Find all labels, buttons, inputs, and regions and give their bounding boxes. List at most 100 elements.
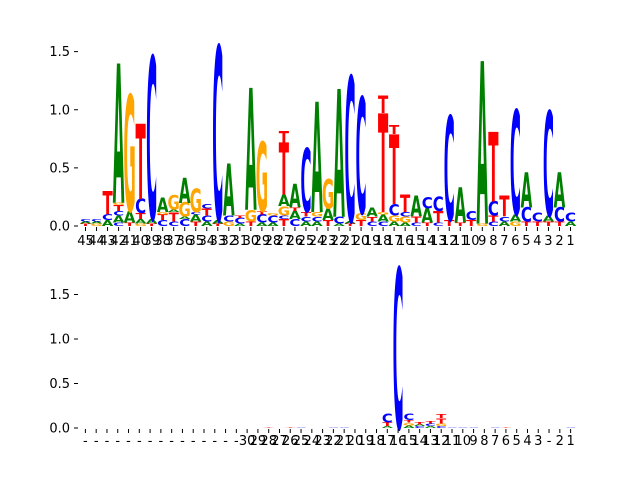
logo-letter-g: G: [388, 214, 400, 223]
logo-letter-c: C: [490, 427, 501, 428]
logo-letter-g: G: [223, 220, 235, 228]
x-tick-label: 10: [463, 234, 480, 249]
logo-letter-c: C: [356, 65, 367, 251]
x-tick-label: 43: [99, 234, 116, 249]
logo-letter-t: T: [102, 185, 112, 222]
x-tick-label: 27: [276, 234, 293, 249]
x-tick-label: 29: [254, 234, 271, 249]
logo-letter-g: G: [377, 211, 389, 215]
x-tick-label: -: [115, 434, 120, 449]
logo-letter-a: A: [179, 172, 191, 212]
x-tick-label: 40: [132, 234, 149, 249]
logo-letter-t: T: [124, 222, 135, 228]
x-tick-label: 41: [121, 234, 138, 249]
logo-letter-t: T: [521, 220, 531, 228]
x-tick-label: 45: [77, 234, 94, 249]
logo-letter-c: C: [201, 214, 212, 223]
y-tick-label: 1.0: [49, 103, 70, 118]
logo-letter-t: T: [404, 419, 415, 423]
logo-letter-a: A: [565, 220, 577, 228]
logo-letter-g: G: [509, 220, 521, 228]
x-tick-label: 6: [502, 434, 510, 449]
x-tick-label: 3: [544, 234, 552, 249]
x-tick-label: 16: [390, 434, 407, 449]
x-tick-label: 10: [455, 434, 472, 449]
logo-letter-a: A: [311, 220, 323, 228]
x-tick-label: -: [159, 434, 164, 449]
x-tick-label: 16: [397, 234, 414, 249]
logo-letter-t: T: [436, 417, 446, 426]
logo-letter-a: A: [521, 164, 533, 219]
logo-letter-a: A: [91, 221, 103, 225]
logo-letter-a: A: [388, 220, 400, 228]
x-tick-label: -: [105, 434, 110, 449]
logo-letter-c: C: [256, 213, 267, 226]
logo-letter-t: T: [279, 128, 290, 147]
logo-letter-a: A: [425, 426, 438, 429]
logo-letter-c: C: [389, 201, 400, 220]
x-tick-label: -: [137, 434, 142, 449]
logo-letter-a: A: [344, 221, 356, 225]
x-tick-label: 17: [379, 434, 396, 449]
logo-letter-t: T: [279, 130, 289, 213]
logo-letter-c: C: [403, 412, 414, 422]
x-tick-label: 27: [271, 434, 288, 449]
logo-letter-a: A: [289, 178, 301, 215]
logo-letter-t: T: [264, 427, 275, 428]
logo-letter-t: T: [169, 210, 180, 225]
x-tick-label: 12: [441, 234, 458, 249]
x-tick-label: 17: [386, 234, 403, 249]
x-tick-label: 39: [143, 234, 160, 249]
logo-letter-t: T: [455, 222, 466, 228]
logo-letter-c: C: [278, 215, 289, 221]
logo-letter-c: C: [296, 427, 307, 428]
y-tick-label: 0.0: [49, 422, 70, 437]
x-tick-label: -: [148, 434, 153, 449]
logo-letter-t: T: [382, 422, 393, 428]
x-tick-label: 34: [198, 234, 215, 249]
logo-letter-a: A: [377, 212, 389, 223]
logo-letter-g: G: [311, 211, 323, 219]
x-tick-label: 14: [419, 234, 436, 249]
x-tick-label: -: [212, 434, 217, 449]
logo-letter-c: C: [267, 213, 278, 224]
x-tick-label: 4: [523, 434, 531, 449]
logo-letter-t: T: [433, 208, 444, 227]
logo-letter-t: T: [389, 117, 399, 227]
x-tick-label: 22: [325, 434, 342, 449]
logo-letter-a: A: [267, 222, 279, 228]
logo-letter-g: G: [112, 202, 124, 206]
x-tick-label: 32: [221, 234, 238, 249]
logo-letter-t: T: [466, 219, 477, 228]
x-tick-label: 28: [265, 234, 282, 249]
logo-letter-a: A: [554, 164, 566, 219]
logo-letter-t: T: [202, 206, 213, 217]
logo-letter-c: C: [565, 427, 576, 428]
logo-letter-t: T: [488, 115, 498, 225]
x-tick-label: 4: [533, 234, 541, 249]
logo-letter-a: A: [223, 150, 235, 233]
x-tick-label: 20: [347, 434, 364, 449]
logo-letter-t: T: [425, 420, 436, 424]
x-tick-label: -: [94, 434, 99, 449]
x-tick-label: 3: [534, 434, 542, 449]
logo-letter-c: C: [234, 216, 245, 225]
logo-letter-c: C: [382, 412, 393, 426]
logo-letter-c: C: [436, 426, 447, 429]
x-tick-label: 15: [408, 234, 425, 249]
logo-letter-t: T: [158, 213, 169, 222]
logo-letter-g: G: [403, 422, 415, 426]
y-tick-label: 1.5: [49, 288, 70, 303]
logo-letter-g: G: [435, 423, 447, 427]
x-tick-label: 19: [357, 434, 374, 449]
logo-letter-c: C: [565, 210, 576, 225]
logo-letter-t: T: [279, 217, 290, 228]
logo-letter-c: C: [521, 205, 532, 227]
logo-letter-c: C: [135, 197, 146, 219]
logo-letter-g: G: [190, 183, 202, 220]
logo-letter-t: T: [257, 210, 268, 216]
x-tick-label: 14: [411, 434, 428, 449]
logo-letter-t: T: [290, 207, 301, 213]
